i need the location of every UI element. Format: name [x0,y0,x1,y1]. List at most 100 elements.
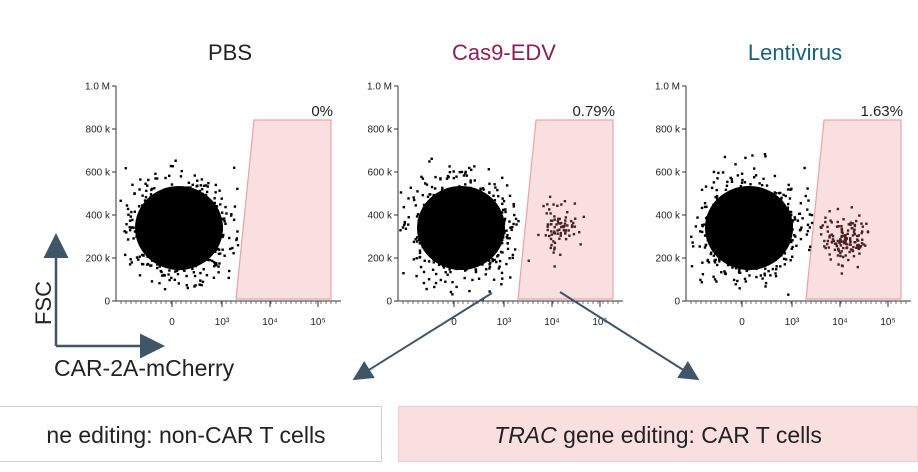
cell-population-cloud [690,153,814,296]
cell-dot [439,178,442,181]
cell-dot [768,256,771,259]
cell-dot [758,196,761,199]
y-tick-label: 400 k [368,211,393,222]
cell-dot [779,265,782,268]
cell-dot [798,212,802,215]
cell-dot [724,188,728,192]
cell-dot [727,206,731,209]
gated-dot [860,222,863,225]
cell-dot [456,243,459,246]
cell-dot [428,160,431,163]
gated-dot [830,241,834,244]
cell-dot [761,277,764,280]
cell-dot [483,249,486,252]
cell-dot [758,203,762,206]
cell-dot [203,209,206,213]
gated-dot [836,239,839,243]
cell-dot [143,199,147,202]
cell-dot [182,260,186,264]
cell-dot [787,293,790,296]
cell-dot [156,231,160,235]
gated-dot [549,246,552,250]
cell-dot [464,205,468,209]
cell-dot [476,193,479,196]
cell-dot [155,217,159,221]
cell-dot [747,246,750,249]
cell-dot [729,217,732,221]
cell-dot [458,210,462,213]
cell-dot [482,188,485,191]
cell-dot [161,250,165,253]
cell-dot [188,235,192,238]
cell-dot [436,254,439,257]
cell-dot [724,213,728,216]
cell-dot [420,175,423,179]
cell-dot [187,224,191,227]
cell-dot [734,236,737,239]
cell-dot [736,205,739,208]
gated-dot [845,246,849,249]
cell-dot [182,251,185,254]
cell-dot [430,227,433,230]
gated-dot [847,223,850,226]
gated-dot [558,237,561,240]
cell-dot [186,186,190,189]
cell-dot [173,209,176,212]
cell-dot [483,206,486,210]
cell-dot [399,191,403,194]
cell-dot [703,246,707,249]
cell-dot [202,184,206,188]
cell-dot [482,258,485,262]
cell-dot [426,195,430,199]
cell-dot [730,194,733,197]
gated-dot [855,244,859,247]
cell-dot [716,219,719,222]
cell-dot [759,212,762,215]
cell-dot [714,239,717,242]
cell-dot [771,209,774,212]
gated-dot [552,240,555,243]
cell-dot [752,216,755,219]
cell-dot [761,233,765,236]
cell-dot [150,280,154,283]
cell-dot [450,229,454,233]
cell-dot [157,250,160,254]
cell-dot [200,188,204,191]
y-tick-label: 1.0 M [655,82,680,93]
gated-dot [857,243,860,247]
cell-dot [164,176,167,180]
cell-dot [152,197,155,200]
cell-dot [719,202,723,205]
cell-dot [214,261,218,265]
cell-dot [756,223,759,227]
cell-dot [453,197,456,200]
gated-dot [570,225,574,229]
cell-dot [759,230,762,234]
cell-dot [488,198,492,202]
cell-dot [418,249,422,252]
gated-dot [849,221,852,224]
cell-dot [727,254,730,257]
gated-dot [833,242,837,245]
cell-dot [443,218,447,221]
cell-dot [745,186,748,189]
cell-dot [181,259,184,263]
cell-dot [513,248,517,251]
cell-dot [781,240,784,244]
cell-dot [191,194,194,197]
cell-dot [477,230,481,234]
cell-dot [422,220,425,223]
cell-dot [173,219,176,222]
cell-dot [185,228,188,232]
cell-dot [753,265,756,268]
cell-dot [166,228,170,231]
cell-dot [214,246,217,249]
cell-dot [176,215,179,218]
cell-dot [131,183,134,187]
cell-dot [196,201,200,205]
cell-dot [128,226,131,229]
cell-dot [477,254,480,258]
cell-dot [125,223,128,226]
cell-dot [433,222,437,226]
cell-dot [447,238,451,241]
